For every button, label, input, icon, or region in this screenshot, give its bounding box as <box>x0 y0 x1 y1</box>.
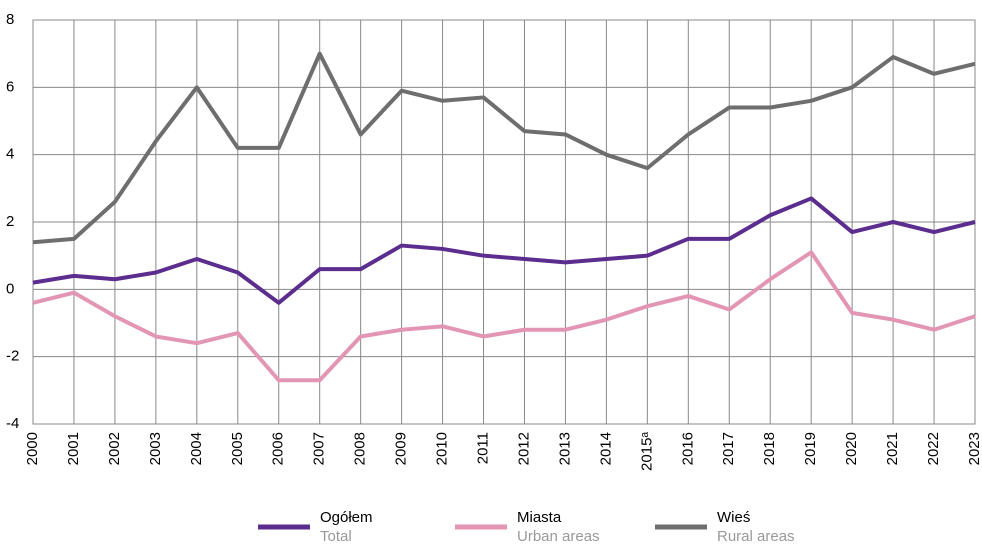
x-tick-label: 2000 <box>24 432 41 465</box>
legend-sublabel: Urban areas <box>517 528 600 545</box>
x-tick-label: 2001 <box>65 432 82 465</box>
x-tick-label: 2007 <box>311 432 328 465</box>
x-tick-label: 2015ᵃ <box>638 432 655 471</box>
x-tick-label: 2018 <box>761 432 778 465</box>
y-tick-label: 8 <box>6 11 14 28</box>
x-tick-label: 2017 <box>720 432 737 465</box>
x-tick-label: 2003 <box>147 432 164 465</box>
x-tick-label: 2019 <box>802 432 819 465</box>
legend-sublabel: Total <box>320 528 352 545</box>
series-line <box>32 51 976 245</box>
x-tick-label: 2012 <box>515 432 532 465</box>
x-tick-label: 2006 <box>270 432 287 465</box>
y-tick-label: -4 <box>6 415 19 432</box>
x-tick-label: 2021 <box>884 432 901 465</box>
x-tick-label: 2016 <box>679 432 696 465</box>
x-tick-label: 2009 <box>393 432 410 465</box>
y-tick-label: 2 <box>6 213 14 230</box>
y-tick-label: 6 <box>6 78 14 95</box>
x-tick-label: 2013 <box>556 432 573 465</box>
x-tick-label: 2010 <box>434 432 451 465</box>
x-tick-label: 2022 <box>925 432 942 465</box>
legend-sublabel: Rural areas <box>717 528 795 545</box>
y-tick-label: 4 <box>6 146 14 163</box>
x-tick-label: 2004 <box>188 432 205 465</box>
legend-label: Ogółem <box>320 509 373 526</box>
series-line <box>32 250 976 383</box>
series-line <box>32 196 976 305</box>
legend-label: Miasta <box>517 509 562 526</box>
x-tick-label: 2002 <box>106 432 123 465</box>
legend-label: Wieś <box>717 509 750 526</box>
x-tick-label: 2020 <box>843 432 860 465</box>
y-tick-label: 0 <box>6 280 14 297</box>
y-tick-label: -2 <box>6 348 19 365</box>
x-tick-label: 2005 <box>229 432 246 465</box>
x-tick-label: 2008 <box>352 432 369 465</box>
x-tick-label: 2023 <box>966 432 982 465</box>
x-tick-label: 2011 <box>474 432 491 464</box>
x-tick-label: 2014 <box>597 432 614 465</box>
